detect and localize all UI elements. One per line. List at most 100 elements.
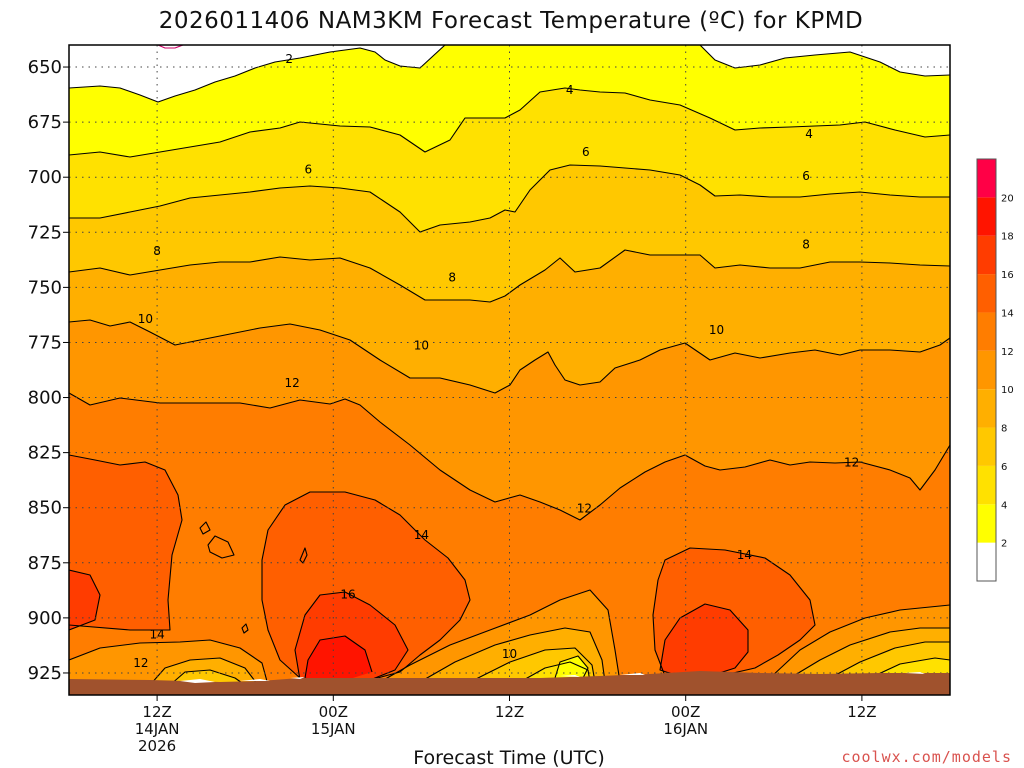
colorbar-bin — [977, 427, 996, 466]
isotherm-label: 2 — [285, 52, 293, 66]
isotherm-label: 8 — [448, 270, 456, 284]
isotherm-10 — [149, 657, 259, 686]
x-tick-label: 12Z — [847, 703, 876, 721]
isotherm-8 — [169, 669, 246, 686]
isotherm-label: 12 — [577, 502, 592, 516]
colorbar-label: 4 — [1001, 500, 1007, 511]
y-tick-label: 775 — [28, 332, 62, 353]
isotherm-label: 6 — [802, 169, 810, 183]
colorbar-label: 18 — [1001, 232, 1014, 243]
colorbar-bin — [977, 197, 996, 236]
isotherm-6 — [869, 657, 950, 679]
isotherm-14 — [261, 491, 471, 681]
x-axis-label: Forecast Time (UTC) — [413, 747, 604, 768]
isotherm-14 — [199, 521, 211, 535]
isotherm-10 — [789, 627, 950, 679]
y-tick-label: 875 — [28, 553, 62, 574]
y-tick-label: 900 — [28, 608, 62, 629]
x-tick-label: 14JAN — [135, 720, 180, 738]
isotherm-10 — [419, 627, 606, 683]
y-tick-label: 750 — [28, 277, 62, 298]
isotherm-6 — [69, 164, 950, 233]
isotherm-14 — [207, 535, 235, 559]
contour-fill-layer: 2 4 4 6 6 6 8 8 8 10 10 10 10 12 12 12 12 14 14 14 16 — [69, 45, 950, 695]
isotherm-label: 12 — [133, 656, 148, 670]
isotherm-8 — [829, 641, 950, 679]
isotherm-4 — [69, 87, 950, 158]
isotherm-label: 12 — [844, 455, 859, 469]
colorbar-frame — [976, 158, 997, 582]
colorbar-bin — [977, 465, 996, 505]
isotherm-label: 10 — [138, 312, 153, 326]
isotherm-labels: 2 4 4 6 6 6 8 8 8 10 10 10 10 12 12 12 12 14 14 14 16 — [133, 52, 859, 670]
isotherm-8 — [69, 249, 950, 303]
isotherm-2 — [69, 45, 446, 103]
x-tick-label: 12Z — [142, 703, 171, 721]
y-tick-label: 675 — [28, 112, 62, 133]
terrain-ground — [69, 671, 950, 695]
x-tick-label: 00Z — [671, 703, 700, 721]
x-tick-label: 00Z — [319, 703, 348, 721]
isotherm-label: 14 — [414, 528, 429, 542]
source-credit[interactable]: coolwx.com/models — [841, 748, 1012, 766]
isotherm-label: 12 — [285, 376, 300, 390]
fill-0-2 — [700, 45, 950, 76]
fill-14-16 — [69, 455, 182, 630]
colorbar-bin — [977, 235, 996, 275]
colorbar-bin — [977, 312, 996, 351]
fill-2-4 — [555, 656, 588, 680]
y-axis: 650 675 700 725 750 775 800 825 850 875 900 925 — [28, 57, 69, 684]
colorbar-bin — [977, 159, 996, 198]
colorbar-label: 12 — [1001, 347, 1014, 358]
isotherm-label: 10 — [709, 323, 724, 337]
isotherm-10 — [69, 319, 950, 394]
isotherm-2 — [699, 45, 950, 77]
isotherm-12 — [769, 604, 950, 679]
colorbar-bin — [977, 274, 996, 313]
chart-title: 2026011406 NAM3KM Forecast Temperature (… — [159, 8, 864, 34]
isotherm-14 — [652, 547, 816, 679]
colorbar-label: 8 — [1001, 424, 1007, 435]
isotherm-label: 6 — [305, 162, 313, 176]
colorbar-label: 16 — [1001, 270, 1014, 281]
x-tick-label: 12Z — [495, 703, 524, 721]
colorbar: 2 4 6 8 10 12 14 16 18 20 — [976, 158, 1014, 582]
colorbar-bin — [977, 542, 996, 581]
isotherm-6 — [519, 661, 591, 683]
y-tick-label: 850 — [28, 498, 62, 519]
isotherm-label: 10 — [502, 647, 517, 661]
isotherm-20 — [157, 45, 184, 49]
isotherm-12 — [69, 639, 269, 686]
grid-lines — [69, 45, 950, 695]
isotherm-label: 8 — [802, 237, 810, 251]
fill-16-18 — [69, 570, 100, 630]
isotherm-12 — [379, 589, 621, 683]
x-tick-label: 2026 — [138, 737, 176, 755]
x-tick-label: 15JAN — [311, 720, 356, 738]
fill-16-18 — [660, 604, 748, 678]
isotherm-label: 16 — [340, 588, 355, 602]
isotherm-12 — [69, 392, 950, 521]
y-tick-label: 725 — [28, 222, 62, 243]
isotherm-12 — [241, 623, 249, 634]
colorbar-label: 10 — [1001, 385, 1014, 396]
colorbar-bin — [977, 389, 996, 428]
y-tick-label: 925 — [28, 663, 62, 684]
colorbar-label: 2 — [1001, 539, 1007, 550]
colorbar-bin — [977, 350, 996, 390]
y-tick-label: 650 — [28, 57, 62, 78]
isotherm-label: 14 — [737, 548, 752, 562]
fill-0-2 — [69, 45, 445, 102]
isotherm-lines — [69, 45, 950, 686]
x-tick-label: 16JAN — [663, 720, 708, 738]
y-tick-label: 825 — [28, 443, 62, 464]
colorbar-label: 6 — [1001, 462, 1007, 473]
isotherm-16 — [69, 569, 101, 631]
colorbar-label: 14 — [1001, 308, 1014, 319]
isotherm-label: 4 — [566, 83, 574, 97]
isotherm-18 — [304, 635, 373, 679]
isotherm-label: 6 — [582, 145, 590, 159]
colorbar-bin — [977, 504, 996, 543]
